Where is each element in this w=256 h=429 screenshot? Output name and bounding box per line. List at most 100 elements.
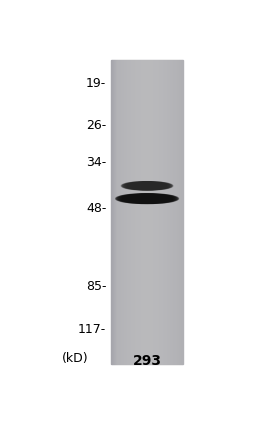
Text: 19-: 19- (86, 76, 106, 90)
Bar (120, 60, 121, 364)
Bar (163, 60, 164, 364)
Ellipse shape (126, 195, 168, 202)
Ellipse shape (122, 194, 172, 203)
Ellipse shape (128, 182, 166, 190)
Ellipse shape (125, 194, 169, 203)
Ellipse shape (129, 195, 165, 202)
Bar (126, 60, 127, 364)
Ellipse shape (124, 194, 170, 203)
Ellipse shape (118, 194, 177, 203)
Bar (151, 60, 152, 364)
Ellipse shape (123, 182, 171, 190)
Ellipse shape (130, 184, 164, 188)
Ellipse shape (131, 195, 164, 202)
Bar (133, 60, 134, 364)
Text: (kD): (kD) (62, 351, 89, 365)
Bar (129, 60, 130, 364)
Bar (127, 60, 128, 364)
Bar (122, 60, 123, 364)
Bar (162, 60, 163, 364)
Bar (113, 60, 114, 364)
Ellipse shape (132, 195, 162, 202)
Ellipse shape (129, 182, 165, 189)
Ellipse shape (132, 195, 163, 202)
Bar (167, 60, 168, 364)
Ellipse shape (127, 196, 167, 201)
Ellipse shape (126, 182, 168, 190)
Bar (119, 60, 120, 364)
Ellipse shape (128, 195, 166, 202)
Bar (174, 60, 175, 364)
Bar (156, 60, 157, 364)
Bar (142, 60, 143, 364)
Ellipse shape (136, 183, 158, 189)
Bar (143, 60, 144, 364)
Bar (152, 60, 153, 364)
Bar (123, 60, 124, 364)
Ellipse shape (133, 183, 161, 189)
Bar (114, 60, 115, 364)
Ellipse shape (116, 194, 178, 203)
Bar (171, 60, 172, 364)
Bar (169, 60, 170, 364)
Bar (149, 60, 150, 364)
Ellipse shape (131, 182, 163, 189)
Ellipse shape (126, 182, 168, 190)
Bar (124, 60, 125, 364)
Bar (134, 60, 135, 364)
Ellipse shape (124, 182, 170, 190)
Bar (111, 60, 112, 364)
Ellipse shape (119, 194, 175, 203)
Bar (116, 60, 117, 364)
Bar (148, 60, 149, 364)
Bar (173, 60, 174, 364)
Bar (131, 60, 132, 364)
Ellipse shape (121, 194, 173, 203)
Ellipse shape (127, 195, 167, 202)
Bar (154, 60, 155, 364)
Bar (164, 60, 165, 364)
Bar (168, 60, 169, 364)
Ellipse shape (124, 194, 170, 203)
Bar (178, 60, 179, 364)
Bar (182, 60, 183, 364)
Ellipse shape (116, 194, 178, 203)
Bar (155, 60, 156, 364)
Ellipse shape (130, 182, 164, 189)
Bar (153, 60, 154, 364)
Bar (176, 60, 177, 364)
Bar (177, 60, 178, 364)
Bar (138, 60, 139, 364)
Bar (121, 60, 122, 364)
Ellipse shape (134, 183, 160, 189)
Bar (158, 60, 159, 364)
Text: 293: 293 (133, 353, 162, 368)
Ellipse shape (132, 182, 162, 189)
Ellipse shape (130, 195, 164, 202)
Bar (180, 60, 181, 364)
Bar (136, 60, 137, 364)
Bar (125, 60, 126, 364)
Bar (166, 60, 167, 364)
Text: 85-: 85- (86, 280, 106, 293)
Bar (159, 60, 160, 364)
Bar (181, 60, 182, 364)
Bar (160, 60, 161, 364)
Bar (165, 60, 166, 364)
Bar (161, 60, 162, 364)
Bar (147, 60, 148, 364)
Bar (157, 60, 158, 364)
Bar (179, 60, 180, 364)
Text: 34-: 34- (86, 156, 106, 169)
Text: 48-: 48- (86, 202, 106, 215)
Bar (140, 60, 141, 364)
Bar (141, 60, 142, 364)
Ellipse shape (134, 195, 160, 202)
Bar (137, 60, 138, 364)
Ellipse shape (123, 182, 171, 190)
Bar (146, 60, 147, 364)
Bar (175, 60, 176, 364)
Bar (144, 60, 145, 364)
Bar (145, 60, 146, 364)
Bar (115, 60, 116, 364)
